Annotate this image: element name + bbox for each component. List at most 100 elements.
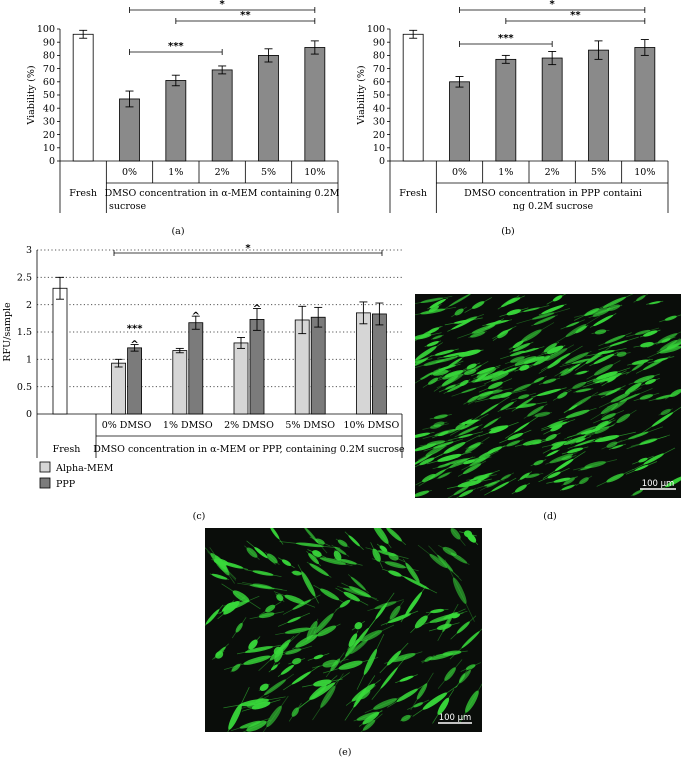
- cell: [269, 642, 289, 661]
- cell: [571, 358, 591, 364]
- cell-process: [454, 664, 476, 689]
- cell-process: [460, 662, 481, 672]
- cell-process: [466, 474, 497, 481]
- cell: [458, 425, 479, 436]
- cell: [602, 296, 627, 309]
- y-tick-label: 1.5: [17, 327, 32, 338]
- cell-process: [641, 377, 660, 386]
- cell: [580, 466, 592, 471]
- cell-process: [659, 314, 681, 323]
- annotation-mark: ^: [130, 340, 138, 351]
- cell-process: [573, 324, 589, 335]
- cell-process: [541, 417, 570, 430]
- y-tick-label: 10: [373, 143, 385, 154]
- cell-process: [456, 436, 490, 459]
- cell-process: [531, 387, 567, 398]
- cell-process: [497, 400, 517, 413]
- cell: [422, 473, 436, 483]
- bar: [495, 58, 517, 162]
- cell: [483, 418, 499, 428]
- cell-process: [633, 341, 661, 348]
- cell-process: [503, 439, 524, 448]
- cell: [428, 652, 454, 661]
- cell-process: [334, 549, 342, 562]
- cell: [308, 553, 320, 565]
- cell-process: [221, 583, 261, 610]
- cell: [513, 383, 532, 392]
- cell: [639, 394, 654, 400]
- cell-process: [469, 445, 505, 463]
- cell-process: [275, 593, 285, 602]
- cell-process: [386, 528, 407, 546]
- cell: [454, 308, 464, 316]
- cell: [610, 392, 631, 403]
- cell-process: [582, 371, 629, 388]
- cell: [496, 328, 512, 337]
- cell: [420, 297, 444, 304]
- cell: [339, 559, 357, 565]
- cell: [320, 685, 336, 708]
- cell-process: [384, 651, 423, 664]
- cell: [450, 528, 461, 540]
- cell: [285, 648, 302, 655]
- cell-process: [606, 388, 653, 408]
- cell: [420, 372, 433, 380]
- x-tick-label: 10% DMSO: [344, 420, 400, 431]
- y-tick-label: 100: [367, 24, 385, 35]
- cell-process: [437, 659, 463, 689]
- cell-process: [589, 417, 615, 433]
- cell: [438, 472, 451, 479]
- y-tick-label: 70: [373, 64, 385, 75]
- cell: [473, 474, 490, 481]
- cell: [246, 720, 267, 732]
- cell: [500, 401, 515, 411]
- y-tick-label: 70: [43, 64, 55, 75]
- y-tick-label: 2.5: [17, 273, 32, 284]
- cell-process: [425, 608, 449, 614]
- cell: [533, 315, 556, 326]
- cell: [437, 554, 454, 572]
- cell-process: [483, 369, 517, 385]
- cell: [565, 324, 587, 338]
- cell-process: [306, 561, 332, 578]
- cell-process: [242, 719, 271, 732]
- cell: [360, 630, 383, 642]
- cell-process: [450, 528, 466, 546]
- cell: [413, 702, 424, 708]
- cell: [462, 463, 482, 475]
- y-axis-label: Viability (%): [356, 65, 367, 125]
- cell-process: [432, 689, 455, 724]
- y-tick-label: 80: [373, 51, 385, 62]
- cell-process: [227, 687, 250, 732]
- panel-e-cells: [205, 528, 482, 732]
- significance-label: *: [550, 0, 556, 10]
- cell-process: [415, 342, 443, 361]
- y-tick-label: 3: [26, 245, 32, 256]
- cell-process: [589, 313, 617, 328]
- y-tick-label: 60: [43, 77, 55, 88]
- cell: [572, 381, 587, 389]
- cell: [426, 440, 446, 446]
- cell-process: [561, 476, 577, 486]
- cell: [315, 538, 325, 545]
- cell-process: [517, 471, 532, 482]
- bar-alpha-mem: [172, 350, 188, 415]
- cell-process: [205, 604, 224, 627]
- cell-process: [415, 454, 442, 468]
- cell-process: [415, 358, 433, 363]
- cell: [559, 368, 569, 374]
- cell-process: [511, 395, 537, 412]
- cell: [514, 356, 537, 366]
- cell-process: [490, 369, 505, 377]
- cell-process: [444, 559, 475, 622]
- cell-process: [264, 551, 280, 565]
- cell-process: [485, 362, 531, 381]
- cell-process: [516, 308, 570, 325]
- cell-process: [508, 322, 555, 350]
- cell: [634, 329, 651, 335]
- cell-process: [451, 384, 487, 397]
- cell-process: [578, 465, 594, 471]
- cell: [334, 546, 347, 555]
- cell-process: [297, 564, 320, 604]
- cell: [265, 604, 276, 613]
